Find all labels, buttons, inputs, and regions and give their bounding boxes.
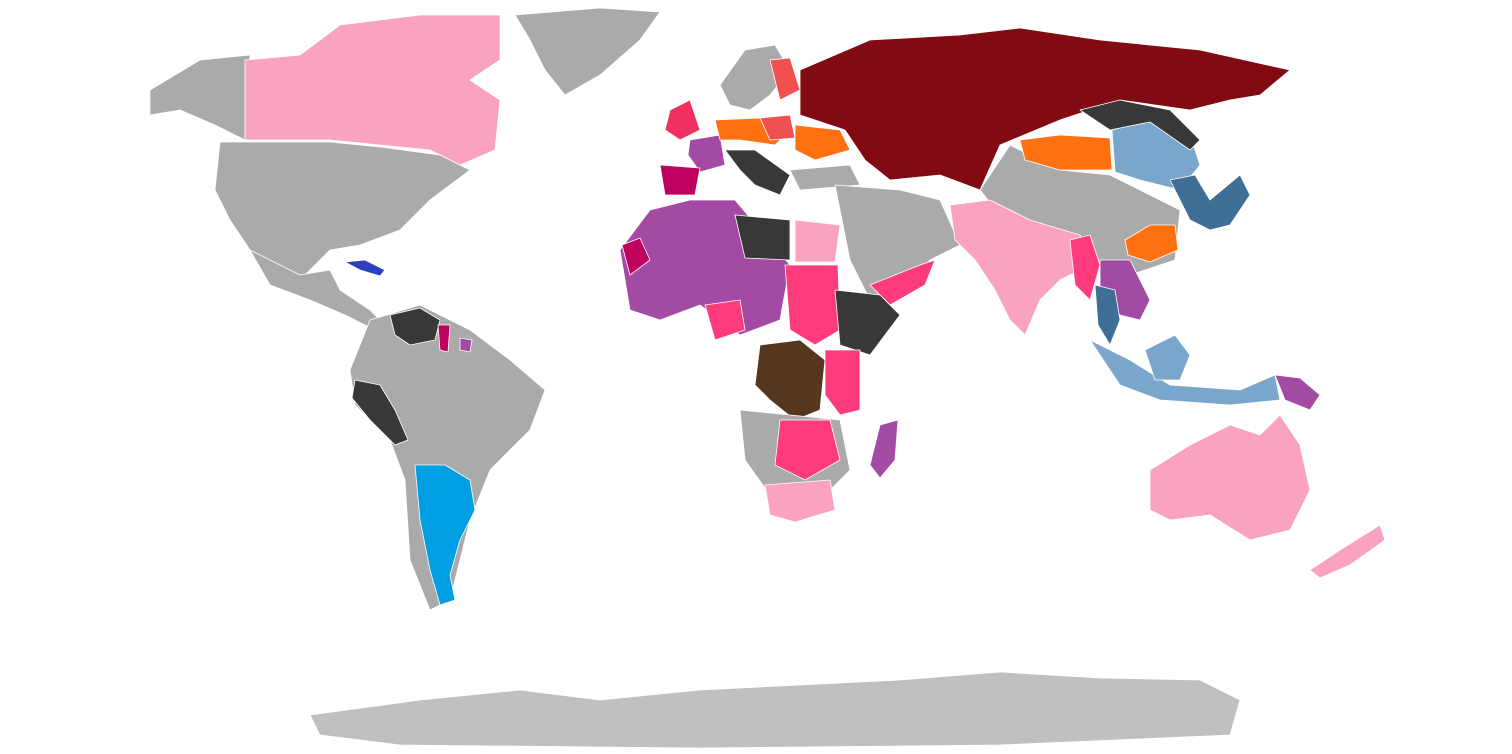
guyana	[437, 324, 451, 353]
suriname	[459, 337, 473, 353]
burma	[1069, 234, 1101, 301]
alaska	[149, 54, 251, 141]
uk	[664, 99, 701, 141]
greenland	[514, 7, 661, 96]
italy-balkans	[724, 149, 791, 196]
madagascar	[869, 419, 899, 479]
russia	[799, 27, 1291, 191]
usa	[214, 141, 471, 286]
turkey	[789, 164, 861, 191]
thailand	[1094, 284, 1121, 346]
india	[949, 199, 1091, 336]
middle-east	[834, 184, 961, 301]
east-china	[1124, 224, 1179, 263]
ukraine	[794, 124, 851, 161]
egypt	[794, 219, 841, 263]
mongolia	[1019, 134, 1113, 171]
congo	[754, 339, 826, 421]
new-guinea	[1274, 374, 1321, 411]
antarctica	[309, 671, 1241, 749]
sudan	[784, 264, 841, 346]
argentina	[414, 464, 476, 606]
nigeria	[704, 299, 746, 341]
libya	[734, 214, 791, 261]
borneo	[1144, 334, 1191, 381]
korea-japan	[1169, 174, 1251, 231]
east-siberia	[1079, 99, 1201, 151]
canada	[244, 14, 501, 166]
ethiopia	[834, 289, 901, 356]
western-sahara	[621, 237, 651, 276]
new-zealand	[1309, 524, 1386, 579]
south-africa	[764, 479, 836, 523]
australia	[1149, 414, 1311, 541]
east-africa	[824, 349, 861, 416]
indonesia	[1089, 339, 1281, 406]
peru	[351, 379, 409, 446]
cuba	[344, 259, 386, 277]
france	[687, 134, 726, 173]
rhodesia	[774, 419, 841, 481]
spain	[659, 164, 701, 196]
venezuela	[389, 307, 441, 346]
